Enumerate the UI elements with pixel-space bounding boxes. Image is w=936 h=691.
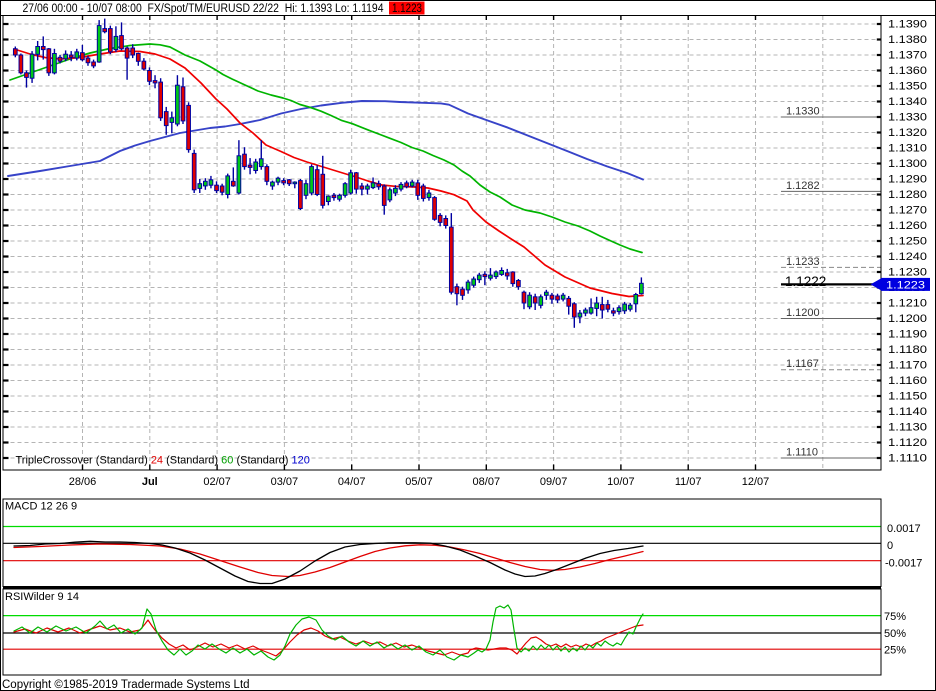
svg-text:11/07: 11/07: [675, 476, 702, 488]
svg-text:25%: 25%: [884, 645, 906, 657]
svg-text:1.1170: 1.1170: [888, 360, 927, 372]
svg-text:03/07: 03/07: [271, 476, 299, 488]
svg-text:1.1310: 1.1310: [888, 143, 927, 155]
svg-text:TripleCrossover (Standard) 24: TripleCrossover (Standard) 24 (Standard)…: [16, 455, 310, 467]
svg-text:1.1223: 1.1223: [886, 279, 925, 291]
svg-text:02/07: 02/07: [203, 476, 231, 488]
svg-text:1.1130: 1.1130: [888, 422, 927, 434]
svg-text:1.1270: 1.1270: [888, 205, 927, 217]
svg-text:1.1320: 1.1320: [888, 127, 927, 139]
svg-text:1.1160: 1.1160: [888, 375, 927, 387]
svg-text:04/07: 04/07: [338, 476, 366, 488]
svg-text:1.1240: 1.1240: [888, 251, 927, 263]
svg-text:Copyright ©1985-2019 Tradermad: Copyright ©1985-2019 Tradermade Systems …: [2, 679, 250, 691]
svg-text:1.1340: 1.1340: [888, 96, 927, 108]
svg-text:1.1233: 1.1233: [786, 256, 820, 268]
svg-text:1.1280: 1.1280: [888, 189, 927, 201]
svg-text:Jul: Jul: [142, 476, 158, 488]
svg-text:1.1210: 1.1210: [888, 298, 927, 310]
svg-text:1.1380: 1.1380: [888, 34, 927, 46]
svg-text:1.1222: 1.1222: [785, 274, 826, 289]
svg-text:1.1300: 1.1300: [888, 158, 927, 170]
svg-text:1.1223: 1.1223: [392, 3, 422, 15]
svg-text:50%: 50%: [884, 628, 906, 640]
svg-text:1.1110: 1.1110: [786, 447, 818, 459]
svg-text:1.1120: 1.1120: [888, 437, 927, 449]
svg-text:27/06 00:00 - 10/07 08:00 FX/: 27/06 00:00 - 10/07 08:00 FX/Spot/TM/EUR…: [23, 3, 385, 15]
svg-text:1.1200: 1.1200: [888, 313, 927, 325]
svg-text:0.0017: 0.0017: [887, 523, 921, 535]
svg-text:1.1290: 1.1290: [888, 174, 927, 186]
svg-text:1.1282: 1.1282: [786, 180, 820, 192]
svg-text:1.1260: 1.1260: [888, 220, 927, 232]
svg-text:RSIWilder 9 14: RSIWilder 9 14: [5, 591, 79, 603]
svg-text:1.1360: 1.1360: [888, 65, 927, 77]
svg-text:1.1250: 1.1250: [888, 236, 927, 248]
svg-text:05/07: 05/07: [405, 476, 433, 488]
svg-text:75%: 75%: [884, 611, 906, 623]
svg-text:12/07: 12/07: [742, 476, 770, 488]
svg-text:MACD 12 26 9: MACD 12 26 9: [5, 501, 77, 513]
svg-text:1.1330: 1.1330: [786, 106, 820, 118]
svg-text:1.1390: 1.1390: [888, 19, 927, 31]
svg-text:1.1350: 1.1350: [888, 81, 927, 93]
svg-text:1.1180: 1.1180: [888, 344, 927, 356]
svg-text:08/07: 08/07: [473, 476, 501, 488]
svg-text:28/06: 28/06: [69, 476, 97, 488]
svg-text:0: 0: [887, 540, 893, 552]
svg-text:1.1190: 1.1190: [888, 329, 927, 341]
svg-text:1.1200: 1.1200: [786, 307, 820, 319]
svg-text:1.1110: 1.1110: [888, 453, 927, 465]
svg-text:1.1167: 1.1167: [786, 358, 819, 370]
svg-text:1.1140: 1.1140: [888, 406, 927, 418]
svg-text:-0.0017: -0.0017: [885, 558, 922, 570]
svg-text:10/07: 10/07: [607, 476, 635, 488]
svg-text:1.1230: 1.1230: [888, 267, 927, 279]
svg-text:1.1330: 1.1330: [888, 112, 927, 124]
svg-text:09/07: 09/07: [540, 476, 568, 488]
svg-text:1.1150: 1.1150: [888, 391, 927, 403]
svg-text:1.1370: 1.1370: [888, 50, 927, 62]
